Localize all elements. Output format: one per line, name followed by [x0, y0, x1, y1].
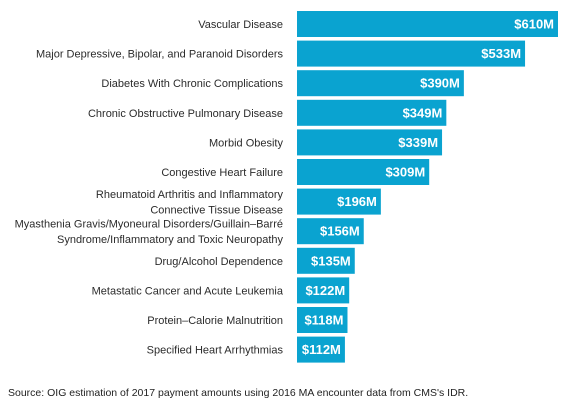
category-label: Drug/Alcohol Dependence	[155, 256, 283, 268]
bar-value-label: $135M	[311, 253, 351, 268]
bar	[297, 188, 381, 215]
bar	[297, 70, 464, 97]
bar-value-label: $610M	[514, 17, 554, 32]
bar-value-label: $156M	[320, 224, 360, 239]
category-label: Myasthenia Gravis/Myoneural Disorders/Gu…	[15, 218, 283, 230]
bar	[297, 277, 350, 304]
bar-value-label: $196M	[337, 194, 377, 209]
bar	[297, 129, 443, 156]
bar-value-label: $390M	[420, 76, 460, 91]
bar-value-label: $533M	[481, 46, 521, 61]
bar	[297, 99, 447, 126]
category-label: Specified Heart Arrhythmias	[147, 345, 284, 357]
bar	[297, 218, 364, 245]
bar-value-label: $339M	[398, 135, 438, 150]
bar	[297, 336, 345, 363]
bar	[297, 159, 430, 185]
bar-value-label: $122M	[305, 283, 345, 298]
category-label: Vascular Disease	[198, 19, 283, 31]
category-label: Metastatic Cancer and Acute Leukemia	[92, 285, 284, 297]
category-label: Diabetes With Chronic Complications	[101, 78, 283, 90]
bar	[297, 247, 355, 274]
source-note: Source: OIG estimation of 2017 payment a…	[8, 387, 469, 399]
category-label: Rheumatoid Arthritis and Inflammatory	[96, 189, 284, 201]
category-label: Congestive Heart Failure	[161, 167, 283, 179]
bar-value-label: $349M	[403, 105, 443, 120]
bar-value-label: $309M	[385, 165, 425, 180]
category-label: Chronic Obstructive Pulmonary Disease	[88, 108, 283, 120]
bar	[297, 11, 558, 37]
category-label: Connective Tissue Disease	[150, 204, 283, 216]
category-label: Major Depressive, Bipolar, and Paranoid …	[36, 49, 284, 61]
bar	[297, 40, 526, 67]
bar-chart: $610M Vascular Disease $533M Major Depressi…	[15, 11, 558, 363]
category-label: Syndrome/Inflammatory and Toxic Neuropat…	[57, 234, 284, 246]
bar	[297, 307, 348, 333]
bar-value-label: $118M	[304, 313, 343, 328]
category-label: Protein–Calorie Malnutrition	[147, 315, 283, 327]
category-label: Morbid Obesity	[209, 137, 283, 149]
bar-value-label: $112M	[302, 342, 341, 357]
